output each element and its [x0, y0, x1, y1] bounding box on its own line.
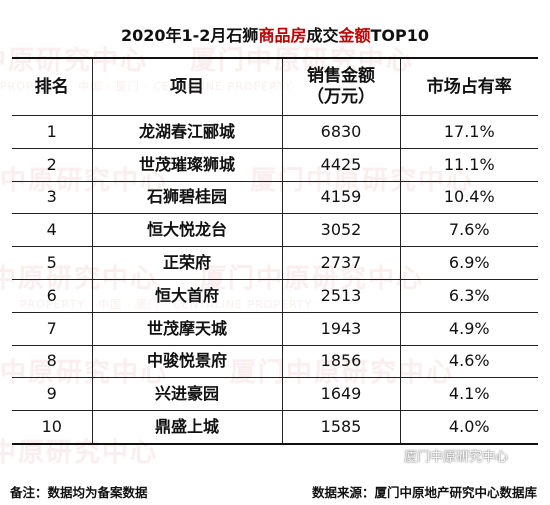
cell-rank: 10 [12, 410, 93, 445]
cell-project: 世茂摩天城 [92, 311, 283, 346]
cell-rank: 6 [12, 278, 93, 313]
cell-rank: 4 [12, 213, 93, 248]
cell-project: 恒大悦龙台 [92, 213, 283, 248]
social-badge-label: 厦门中原研究中心 [404, 449, 509, 465]
table-row: 9 兴进豪园 1649 4.1% [12, 377, 538, 412]
cell-amount: 1649 [282, 377, 401, 412]
cell-share: 6.3% [400, 278, 538, 313]
table-row: 1 龙湖春江郦城 6830 17.1% [12, 115, 538, 149]
cell-project: 石狮碧桂园 [92, 180, 283, 215]
cell-share: 6.9% [400, 246, 538, 280]
cell-share: 17.1% [400, 115, 538, 149]
social-badge: 厦门中原研究中心 [384, 445, 508, 465]
cell-project: 龙湖春江郦城 [92, 115, 283, 149]
ranking-table: 排名 项目 销售金额 （万元） 市场占有率 1 龙湖春江郦城 6830 17.1… [12, 57, 538, 445]
title-part: 成交 [306, 26, 339, 45]
cell-share: 4.9% [400, 311, 538, 346]
cell-rank: 5 [12, 246, 93, 280]
cell-share: 7.6% [400, 213, 538, 248]
cell-project: 鼎盛上城 [92, 410, 283, 445]
cell-amount: 1856 [282, 344, 401, 379]
table-row: 7 世茂摩天城 1943 4.9% [12, 311, 538, 346]
table-row: 5 正荣府 2737 6.9% [12, 246, 538, 280]
table-row: 3 石狮碧桂园 4159 10.4% [12, 180, 538, 215]
header-share: 市场占有率 [400, 57, 538, 116]
title-part: 2020年1-2月石狮 [120, 26, 259, 45]
table-row: 10 鼎盛上城 1585 4.0% [12, 410, 538, 445]
cell-project: 恒大首府 [92, 278, 283, 313]
header-rank: 排名 [12, 57, 93, 116]
table-row: 8 中骏悦景府 1856 4.6% [12, 344, 538, 379]
cell-rank: 8 [12, 344, 93, 379]
cell-rank: 7 [12, 311, 93, 346]
cell-amount: 1943 [282, 311, 401, 346]
cell-rank: 2 [12, 147, 93, 182]
footer-source: 数据来源：厦门中原地产研究中心数据库 [312, 485, 538, 500]
table-row: 4 恒大悦龙台 3052 7.6% [12, 213, 538, 248]
cell-project: 中骏悦景府 [92, 344, 283, 379]
table-row: 6 恒大首府 2513 6.3% [12, 278, 538, 313]
cell-amount: 4425 [282, 147, 401, 182]
title-highlight: 金额 [338, 26, 371, 45]
page-title: 2020年1-2月石狮商品房成交金额TOP10 [0, 22, 550, 50]
title-part: TOP10 [370, 26, 429, 45]
cell-share: 4.6% [400, 344, 538, 379]
header-amount: 销售金额 （万元） [282, 57, 401, 116]
cell-rank: 1 [12, 115, 93, 149]
header-amount-line2: （万元） [307, 87, 375, 107]
cell-rank: 9 [12, 377, 93, 412]
cell-amount: 2737 [282, 246, 401, 280]
cell-project: 兴进豪园 [92, 377, 283, 412]
cell-amount: 1585 [282, 410, 401, 445]
table-row: 2 世茂璀璨狮城 4425 11.1% [12, 147, 538, 182]
cell-project: 世茂璀璨狮城 [92, 147, 283, 182]
cell-amount: 4159 [282, 180, 401, 215]
footer-note: 备注：数据均为备案数据 [10, 485, 148, 500]
title-highlight: 商品房 [258, 26, 307, 45]
cell-share: 11.1% [400, 147, 538, 182]
cell-amount: 6830 [282, 115, 401, 149]
table-header-row: 排名 项目 销售金额 （万元） 市场占有率 [12, 57, 538, 116]
cell-share: 4.0% [400, 410, 538, 445]
wechat-icon [384, 447, 400, 463]
header-amount-line1: 销售金额 [307, 66, 375, 86]
cell-amount: 3052 [282, 213, 401, 248]
cell-share: 10.4% [400, 180, 538, 215]
cell-share: 4.1% [400, 377, 538, 412]
cell-amount: 2513 [282, 278, 401, 313]
cell-rank: 3 [12, 180, 93, 215]
header-project: 项目 [92, 57, 283, 116]
cell-project: 正荣府 [92, 246, 283, 280]
